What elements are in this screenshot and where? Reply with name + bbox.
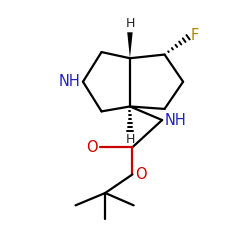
Text: NH: NH bbox=[165, 112, 187, 128]
Text: O: O bbox=[135, 167, 146, 182]
Text: O: O bbox=[86, 140, 98, 155]
Polygon shape bbox=[127, 32, 133, 58]
Text: F: F bbox=[190, 28, 199, 44]
Text: H: H bbox=[125, 17, 135, 30]
Text: H: H bbox=[125, 133, 135, 146]
Text: NH: NH bbox=[58, 74, 80, 89]
